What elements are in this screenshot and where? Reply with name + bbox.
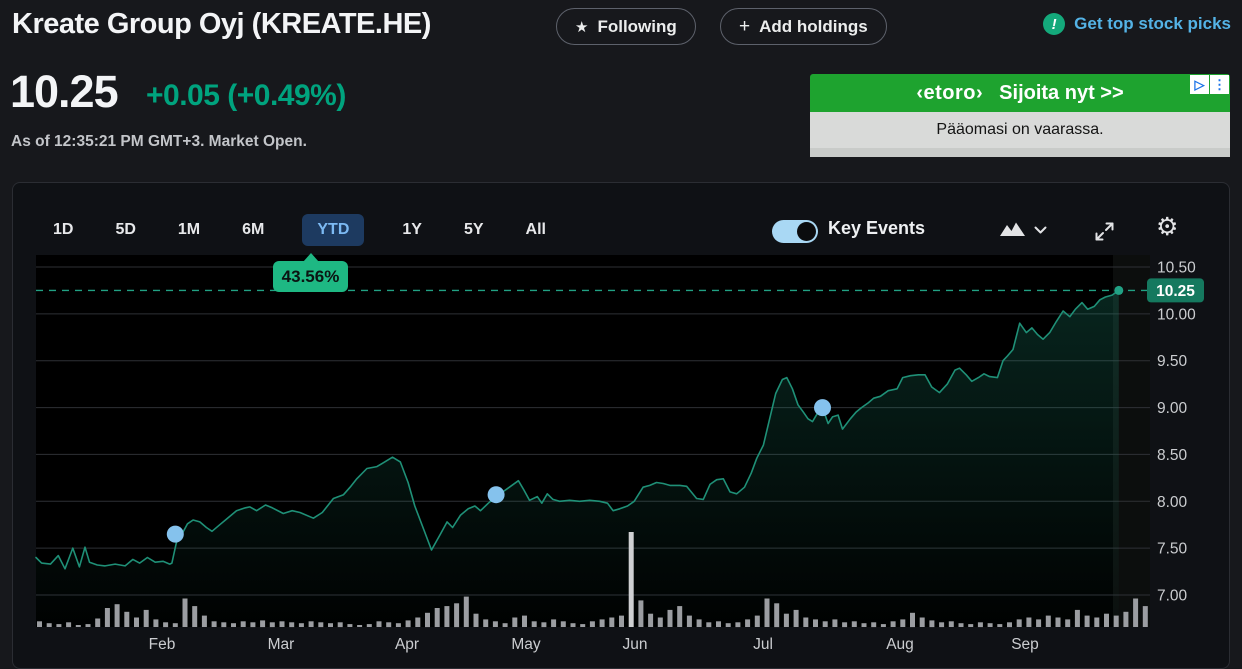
chevron-down-icon bbox=[1034, 226, 1047, 233]
chart-settings-button[interactable]: ⚙ bbox=[1156, 212, 1178, 242]
range-tab-1m[interactable]: 1M bbox=[177, 221, 201, 238]
range-tab-ytd[interactable]: YTD bbox=[302, 214, 365, 246]
star-icon: ★ bbox=[575, 18, 589, 36]
add-holdings-button-label: Add holdings bbox=[759, 16, 868, 36]
chart-card bbox=[12, 182, 1230, 669]
range-tab-all[interactable]: All bbox=[525, 221, 546, 238]
range-tab-6m[interactable]: 6M bbox=[242, 221, 265, 238]
toggle-knob bbox=[797, 222, 816, 241]
change-percent: (+0.49%) bbox=[227, 79, 346, 112]
chart-type-button[interactable] bbox=[1000, 222, 1047, 237]
change-value: +0.05 bbox=[146, 79, 220, 112]
ad-banner[interactable]: ‹etoro› Sijoita nyt >> ▷ ⋮ Pääomasi on v… bbox=[810, 74, 1230, 157]
mountain-chart-icon bbox=[1000, 222, 1025, 236]
exclamation-circle-icon: ! bbox=[1043, 13, 1066, 35]
range-tab-5y[interactable]: 5Y bbox=[463, 221, 484, 238]
following-button-label: Following bbox=[597, 16, 677, 36]
get-top-stock-picks-link[interactable]: ! Get top stock picks bbox=[1043, 13, 1231, 35]
ad-cta-text: Sijoita nyt >> bbox=[999, 81, 1124, 104]
page-title: Kreate Group Oyj (KREATE.HE) bbox=[12, 8, 431, 40]
add-holdings-button[interactable]: + Add holdings bbox=[720, 8, 887, 45]
adchoices-icon[interactable]: ▷ bbox=[1190, 75, 1209, 94]
gear-icon: ⚙ bbox=[1156, 213, 1179, 241]
plus-icon: + bbox=[739, 15, 751, 37]
key-events-toggle[interactable] bbox=[772, 220, 818, 243]
following-button[interactable]: ★ Following bbox=[556, 8, 696, 45]
range-tab-1y[interactable]: 1Y bbox=[402, 221, 422, 238]
range-tab-1d[interactable]: 1D bbox=[53, 221, 74, 238]
range-tab-5d[interactable]: 5D bbox=[115, 221, 136, 238]
range-tabs: 1D 5D 1M 6M YTD 1Y 5Y All bbox=[49, 211, 550, 249]
price-change: +0.05 (+0.49%) bbox=[146, 79, 346, 113]
expand-icon bbox=[1095, 222, 1114, 241]
etoro-logo: ‹etoro› bbox=[916, 81, 984, 104]
ad-footer-strip bbox=[810, 148, 1230, 157]
period-performance-badge: 43.56% bbox=[273, 253, 348, 292]
top-picks-label: Get top stock picks bbox=[1074, 14, 1231, 33]
fullscreen-button[interactable] bbox=[1094, 221, 1115, 242]
as-of-timestamp: As of 12:35:21 PM GMT+3. Market Open. bbox=[11, 133, 307, 150]
ad-disclaimer: Pääomasi on vaarassa. bbox=[810, 112, 1230, 148]
current-price: 10.25 bbox=[10, 66, 119, 117]
key-events-label: Key Events bbox=[828, 218, 926, 238]
ad-menu-dots-icon[interactable]: ⋮ bbox=[1210, 75, 1229, 94]
ad-cta-bar[interactable]: ‹etoro› Sijoita nyt >> ▷ ⋮ bbox=[810, 74, 1230, 112]
